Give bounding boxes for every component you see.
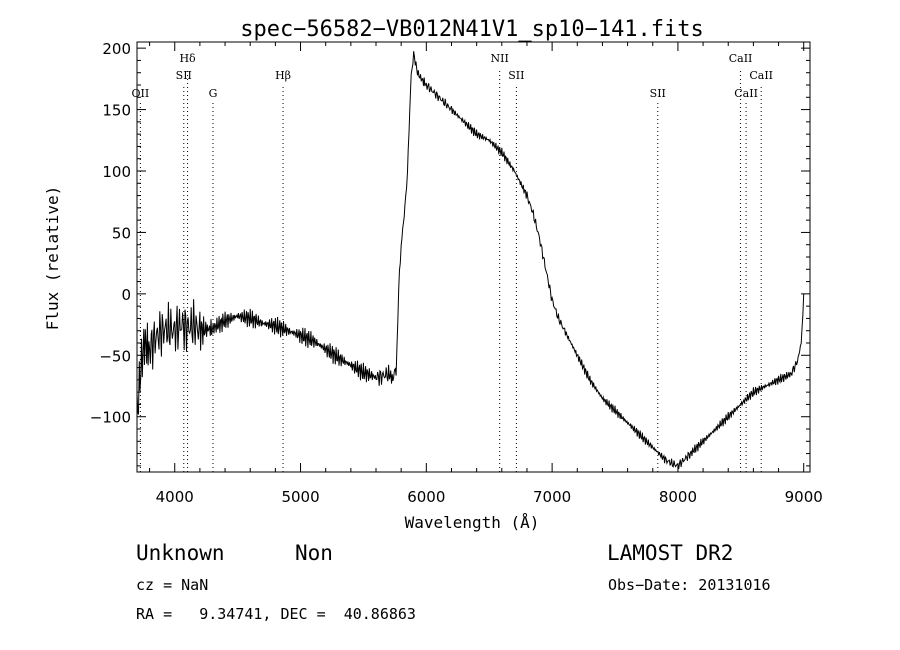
y-tick-label: 200 <box>102 40 131 58</box>
line-marker-label: CaII <box>749 69 773 82</box>
x-tick-label: 6000 <box>407 488 445 506</box>
plot-frame <box>136 41 811 473</box>
line-marker-label: SII <box>508 69 524 82</box>
line-marker-label: OII <box>132 87 150 100</box>
line-marker-label: Hβ <box>275 69 291 82</box>
y-axis: −100 −50 0 50 100 150 200 <box>90 40 810 467</box>
spectral-line-markers: OII Hδ SII G Hβ NII SII SII CaII CaII CaII <box>132 52 773 472</box>
x-tick-label: 5000 <box>281 488 319 506</box>
y-tick-label: 150 <box>102 102 131 120</box>
x-axis-label: Wavelength (Å) <box>405 513 540 532</box>
survey-label: LAMOST DR2 <box>607 541 734 565</box>
spectrum-line <box>136 51 805 470</box>
x-axis: 4000 5000 6000 7000 8000 9000 <box>149 42 823 506</box>
y-tick-label: 100 <box>102 163 131 181</box>
y-tick-label: −50 <box>99 347 131 365</box>
x-tick-label: 4000 <box>156 488 194 506</box>
line-marker-label: CaII <box>729 52 753 65</box>
chart-title: spec−56582−VB012N41V1_sp10−141.fits <box>240 17 704 42</box>
y-tick-label: 50 <box>112 224 131 242</box>
spectral-subclass: Non <box>295 541 333 565</box>
obs-date: Obs−Date: 20131016 <box>608 576 771 594</box>
spectral-class: Unknown <box>136 541 225 565</box>
y-tick-label: −100 <box>90 409 131 427</box>
line-marker-label: NII <box>491 52 509 65</box>
x-tick-label: 9000 <box>785 488 823 506</box>
line-marker-label: SII <box>176 69 192 82</box>
line-marker-label: Hδ <box>179 52 196 65</box>
x-tick-label: 7000 <box>533 488 571 506</box>
x-tick-label: 8000 <box>659 488 697 506</box>
y-tick-label: 0 <box>121 286 131 304</box>
coordinates: RA = 9.34741, DEC = 40.86863 <box>136 605 416 623</box>
line-marker-label: G <box>209 87 218 100</box>
y-axis-label: Flux (relative) <box>43 186 62 331</box>
line-marker-label: CaII <box>734 87 758 100</box>
redshift-text: cz = NaN <box>136 576 209 594</box>
line-marker-label: SII <box>650 87 666 100</box>
